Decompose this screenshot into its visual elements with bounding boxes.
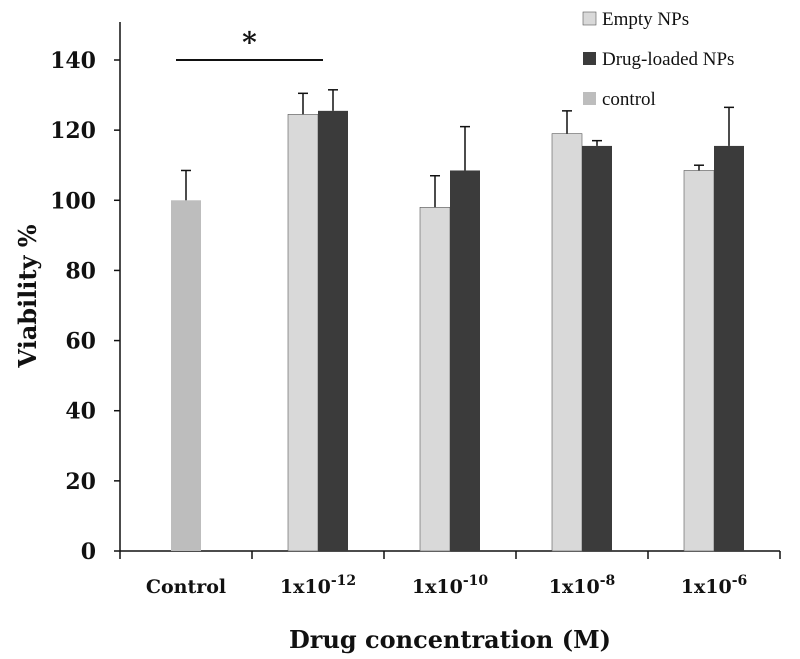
legend-label: Drug-loaded NPs <box>602 49 734 70</box>
y-tick-label: 100 <box>50 188 96 214</box>
legend: Empty NPs Drug-loaded NPs control <box>582 9 734 110</box>
significance-star: * <box>242 26 257 59</box>
bar-empty-nps-1 <box>287 114 319 552</box>
y-axis-ticks: 0 20 40 60 80 100 120 140 <box>50 48 120 565</box>
bar-drug-loaded-nps-3 <box>582 145 612 552</box>
bar-empty-nps-2 <box>419 207 451 552</box>
legend-swatch <box>582 11 597 26</box>
legend-label: Empty NPs <box>602 9 689 30</box>
error-bars <box>181 89 734 208</box>
bar-control-0 <box>171 200 201 552</box>
x-tick-label: 1x10-8 <box>549 573 616 598</box>
bar-drug-loaded-nps-1 <box>318 110 348 551</box>
y-axis: 0 20 40 60 80 100 120 140 <box>50 22 121 565</box>
x-axis: Control 1x10-12 1x10-10 1x10-8 1x10-6 <box>119 550 781 598</box>
bars <box>171 110 744 552</box>
y-tick-label: 120 <box>50 118 96 144</box>
x-tick-label: Control <box>146 576 226 598</box>
x-tick-label: 1x10-6 <box>681 573 748 598</box>
legend-label: control <box>602 89 656 110</box>
bar-drug-loaded-nps-2 <box>450 170 480 551</box>
y-tick-label: 0 <box>81 539 96 565</box>
x-tick-label: 1x10-10 <box>412 573 489 598</box>
y-tick-label: 60 <box>65 329 96 355</box>
x-axis-title: Drug concentration (M) <box>289 625 611 654</box>
y-tick-label: 40 <box>65 399 96 425</box>
bar-empty-nps-4 <box>683 170 715 552</box>
legend-swatch <box>583 92 596 105</box>
y-tick-label: 20 <box>65 469 96 495</box>
y-axis-title: Viability % <box>13 224 42 368</box>
x-axis-ticks: Control 1x10-12 1x10-10 1x10-8 1x10-6 <box>119 551 781 598</box>
y-tick-label: 140 <box>50 48 96 74</box>
bar-empty-nps-3 <box>551 133 583 552</box>
legend-swatch <box>583 52 596 65</box>
x-tick-label: 1x10-12 <box>280 573 356 598</box>
y-tick-label: 80 <box>65 258 96 284</box>
bar-drug-loaded-nps-4 <box>714 145 744 552</box>
significance-annotations: * <box>176 26 323 61</box>
